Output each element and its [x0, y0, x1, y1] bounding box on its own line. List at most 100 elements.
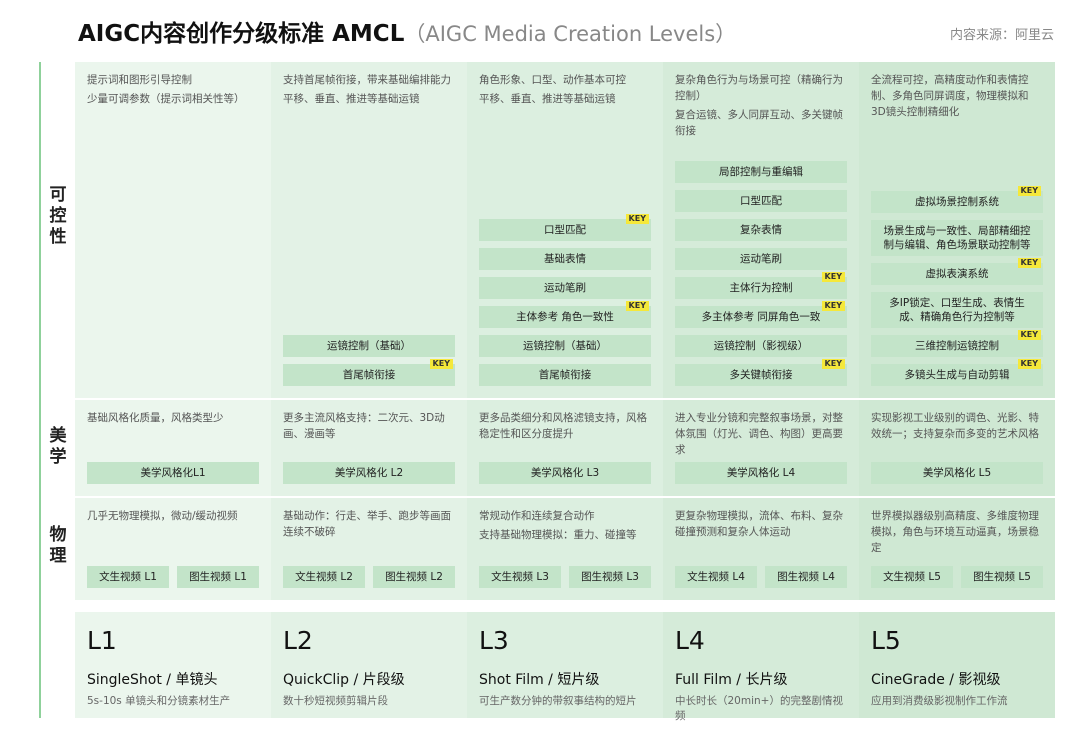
feature-list: 美学风格化L1: [87, 462, 259, 484]
aesthetics-cell: 进入专业分镜和完整叙事场景，对整体氛围（灯光、调色、构图）更高要求美学风格化 L…: [663, 400, 859, 496]
title-text: AIGC内容创作分级标准 AMCL: [78, 21, 405, 47]
feature-box: 文生视频 L3: [479, 566, 561, 588]
feature-box: 运动笔刷: [479, 277, 651, 299]
level-cell: L3 Shot Film / 短片级 可生产数分钟的带叙事结构的短片: [467, 612, 663, 718]
feature-list: 局部控制与重编辑 口型匹配 复杂表情 运动笔刷 主体行为控制 KEY 多主体参考 同屏角色一…: [675, 161, 847, 386]
feature-list: 运镜控制（基础） 首尾帧衔接 KEY: [283, 335, 455, 386]
feature-box: 运动笔刷: [675, 248, 847, 270]
description: 角色形象、口型、动作基本可控: [479, 74, 626, 86]
description: 更多主流风格支持：二次元、3D动画、漫画等: [283, 412, 445, 440]
level-name: SingleShot / 单镜头: [87, 672, 218, 688]
aesthetics-cell: 更多主流风格支持：二次元、3D动画、漫画等美学风格化 L2: [271, 400, 467, 496]
description: 复杂角色行为与场景可控（精确行为控制）: [675, 74, 843, 102]
feature-box: 场景生成与一致性、局部精细控制与编辑、角色场景联动控制等: [871, 220, 1043, 256]
feature-box: 主体行为控制 KEY: [675, 272, 847, 299]
feature-box: 美学风格化L1: [87, 462, 259, 484]
feature-box: 美学风格化 L3: [479, 462, 651, 484]
feature-box: 口型匹配 KEY: [479, 214, 651, 241]
level-summary: 中长时长（20min+）的完整剧情视频: [675, 695, 843, 722]
feature-box: 文生视频 L4: [675, 566, 757, 588]
feature-box: 文生视频 L1: [87, 566, 169, 588]
feature-box: 局部控制与重编辑: [675, 161, 847, 183]
level-cell: L1 SingleShot / 单镜头 5s-10s 单镜头和分镜素材生产: [75, 612, 271, 718]
key-badge: KEY: [821, 272, 845, 282]
feature-row: 文生视频 L1 图生视频 L1: [87, 566, 259, 588]
feature-box: 美学风格化 L4: [675, 462, 847, 484]
physics-cell: 几乎无物理模拟，微动/缓动视频 文生视频 L1 图生视频 L1: [75, 498, 271, 600]
feature-box: 主体参考 角色一致性 KEY: [479, 301, 651, 328]
left-line: [39, 62, 41, 718]
level-summary: 可生产数分钟的带叙事结构的短片: [479, 695, 637, 707]
description: 实现影视工业级别的调色、光影、特效统一；支持复杂而多变的艺术风格: [871, 412, 1039, 440]
feature-row: 文生视频 L2 图生视频 L2: [283, 566, 455, 588]
aesthetics-cell: 更多品类细分和风格滤镜支持，风格稳定性和区分度提升美学风格化 L3: [467, 400, 663, 496]
description: 进入专业分镜和完整叙事场景，对整体氛围（灯光、调色、构图）更高要求: [675, 412, 843, 456]
control-cell: 支持首尾帧衔接，带来基础编排能力 平移、垂直、推进等基础运镜运镜控制（基础） 首尾帧…: [271, 62, 467, 398]
level-cell: L2 QuickClip / 片段级数十秒短视频剪辑片段: [271, 612, 467, 718]
description: 复合运镜、多人同屏互动、多关键帧衔接: [675, 109, 843, 137]
feature-box: 首尾帧衔接: [479, 364, 651, 386]
feature-box: 文生视频 L2: [283, 566, 365, 588]
feature-box: 美学风格化 L5: [871, 462, 1043, 484]
key-badge: KEY: [821, 359, 845, 369]
level-name: CineGrade / 影视级: [871, 672, 1001, 688]
feature-box: 多镜头生成与自动剪辑 KEY: [871, 359, 1043, 386]
level-cell: L5 CineGrade / 影视级应用到消费级影视制作工作流: [859, 612, 1055, 718]
feature-list: 美学风格化 L5: [871, 462, 1043, 484]
feature-box: 图生视频 L4: [765, 566, 847, 588]
physics-cell: 世界模拟器级别高精度、多维度物理模拟，角色与环境互动逼真，场景稳定文生视频 L5…: [859, 498, 1055, 600]
key-badge: KEY: [429, 359, 453, 369]
row-label: 美学: [49, 426, 67, 467]
row-label: 物理: [49, 525, 67, 566]
description: 常规动作和连续复合动作: [479, 510, 595, 522]
control-cell: 全流程可控，高精度动作和表情控制、多角色同屏调度，物理模拟和3D镜头控制精细化虚…: [859, 62, 1055, 398]
description: 基础动作：行走、举手、跑步等画面连续不破碎: [283, 510, 451, 538]
level: L5: [871, 626, 901, 655]
subtitle: （AIGC Media Creation Levels）: [404, 22, 737, 46]
feature-box: 图生视频 L2: [373, 566, 455, 588]
key-badge: KEY: [1017, 258, 1041, 268]
feature-box: 图生视频 L5: [961, 566, 1043, 588]
level-summary: 数十秒短视频剪辑片段: [283, 695, 388, 707]
key-badge: KEY: [1017, 186, 1041, 196]
description: 世界模拟器级别高精度、多维度物理模拟，角色与环境互动逼真，场景稳定: [871, 510, 1039, 554]
row-label: 可控性: [49, 185, 67, 247]
feature-box: 口型匹配: [675, 190, 847, 212]
feature-box: 多关键帧衔接 KEY: [675, 359, 847, 386]
level-name: QuickClip / 片段级: [283, 672, 405, 688]
description: 提示词和图形引导控制: [87, 74, 192, 86]
key-badge: KEY: [625, 301, 649, 311]
feature-box: 文生视频 L5: [871, 566, 953, 588]
description: 更多品类细分和风格滤镜支持，风格稳定性和区分度提升: [479, 412, 647, 440]
description: 平移、垂直、推进等基础运镜: [479, 93, 616, 105]
control-cell: 提示词和图形引导控制 少量可调参数（提示词相关性等）: [75, 62, 271, 398]
level: L3: [479, 626, 509, 655]
feature-list: 美学风格化 L4: [675, 462, 847, 484]
feature-box: 美学风格化 L2: [283, 462, 455, 484]
physics-cell: 基础动作：行走、举手、跑步等画面连续不破碎文生视频 L2 图生视频 L2: [271, 498, 467, 600]
feature-box: 基础表情: [479, 248, 651, 270]
level: L2: [283, 626, 313, 655]
description: 支持首尾帧衔接，带来基础编排能力: [283, 74, 451, 86]
feature-box: 图生视频 L3: [569, 566, 651, 588]
feature-box: 图生视频 L1: [177, 566, 259, 588]
level-name: Full Film / 长片级: [675, 672, 788, 688]
description: 平移、垂直、推进等基础运镜: [283, 93, 420, 105]
feature-list: 虚拟场景控制系统 KEY 场景生成与一致性、局部精细控制与编辑、角色场景联动控制等虚…: [871, 186, 1043, 386]
feature-row: 文生视频 L5 图生视频 L5: [871, 566, 1043, 588]
description: 支持基础物理模拟：重力、碰撞等: [479, 529, 637, 541]
feature-box: 运镜控制（基础）: [479, 335, 651, 357]
source: 内容来源：阿里云: [949, 28, 1054, 43]
aesthetics-cell: 基础风格化质量，风格类型少 美学风格化L1: [75, 400, 271, 496]
feature-box: 虚拟场景控制系统 KEY: [871, 186, 1043, 213]
level-summary: 5s-10s 单镜头和分镜素材生产: [87, 695, 231, 707]
level-summary: 应用到消费级影视制作工作流: [871, 695, 1008, 707]
key-badge: KEY: [1017, 359, 1041, 369]
feature-box: 多IP锁定、口型生成、表情生成、精确角色行为控制等: [871, 292, 1043, 328]
level-cell: L4 Full Film / 长片级 中长时长（20min+）的完整剧情视频: [663, 612, 859, 722]
feature-list: 美学风格化 L3: [479, 462, 651, 484]
feature-box: 运镜控制（基础）: [283, 335, 455, 357]
feature-list: 口型匹配 KEY 基础表情运动笔刷 主体参考 角色一致性 KEY 运镜控制（基础） 首尾帧衔…: [479, 214, 651, 386]
control-cell: 角色形象、口型、动作基本可控 平移、垂直、推进等基础运镜口型匹配 KEY 基础表情运动…: [467, 62, 663, 398]
